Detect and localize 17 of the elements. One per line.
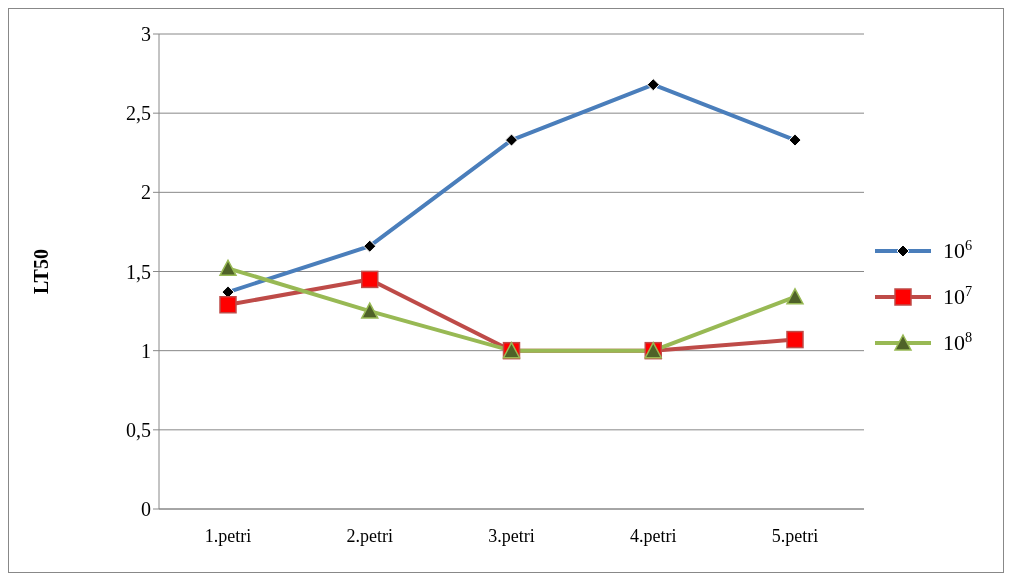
y-tick-label: 2,5 — [126, 102, 151, 125]
x-tick-label: 4.petri — [630, 525, 677, 546]
x-tick-label: 2.petri — [346, 525, 393, 546]
y-tick-label: 0 — [141, 498, 151, 521]
y-tick-label: 1,5 — [126, 260, 151, 283]
x-tick-label: 5.petri — [771, 525, 819, 546]
chart-frame: 1.petri 2.petri 3.petri 4.petri 5.petri 0 0,5 1 1,5 2 2,5 3 LT50 10$^{6}$ 10$^{7}$ 10$^{8}$ — [8, 8, 1004, 573]
y-axis-title: LT50 — [30, 249, 53, 294]
y-tick-label: 3 — [141, 23, 151, 46]
y-tick-label: 0,5 — [126, 418, 151, 441]
legend-label: 10$^{6}$ — [943, 237, 973, 263]
x-tick-label: 3.petri — [488, 525, 535, 546]
y-tick-label: 2 — [141, 181, 151, 204]
x-tick-label: 1.petri — [204, 525, 252, 546]
legend-label: 10$^{8}$ — [943, 329, 973, 355]
y-tick-label: 1 — [141, 339, 151, 362]
legend-label: 10$^{7}$ — [943, 283, 973, 309]
